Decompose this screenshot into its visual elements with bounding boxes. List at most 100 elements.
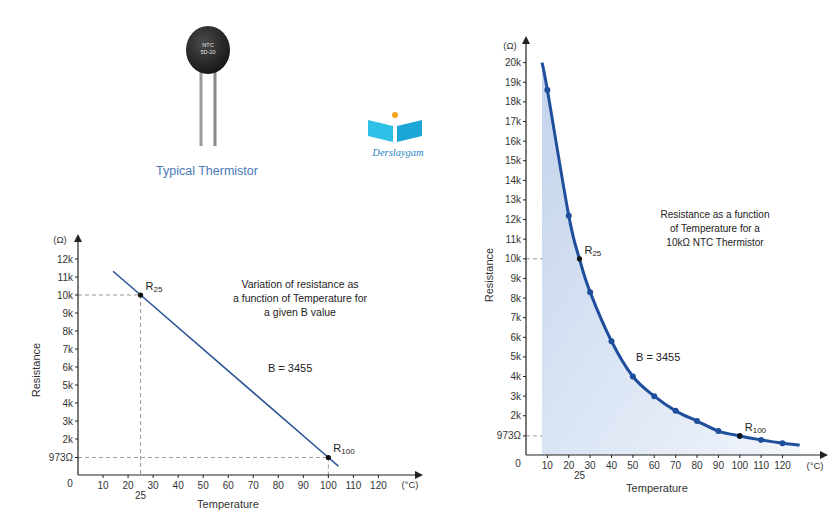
y-tick-label: 16k: [505, 136, 522, 147]
x-tick: [568, 455, 569, 458]
note: a given B value: [264, 306, 336, 318]
x-tick-label: 60: [223, 480, 235, 491]
x-tick: [697, 455, 698, 458]
y-tick-label: 6k: [510, 332, 522, 343]
x-tick: [761, 455, 762, 458]
y-tick: [523, 435, 526, 436]
marker: [673, 408, 679, 414]
y-tick-label: 3k: [510, 391, 522, 402]
point-x-label: 25: [135, 490, 147, 501]
x-tick-label: 110: [345, 480, 361, 491]
marker: [609, 338, 615, 344]
x-tick-label: 100: [320, 480, 337, 491]
logo-page: [397, 120, 422, 142]
y-tick: [523, 82, 526, 83]
guide-line: [328, 457, 329, 475]
x-tick-label: 40: [173, 480, 185, 491]
marker: [566, 213, 572, 219]
annotation: B = 3455: [268, 362, 312, 374]
x-tick-label: 80: [691, 460, 703, 471]
x-tick-label: 30: [585, 460, 597, 471]
guide-line: [78, 295, 141, 296]
point: [326, 455, 331, 460]
y-axis-title: Resistance: [30, 343, 42, 397]
x-axis: [526, 454, 821, 455]
y-tick: [523, 141, 526, 142]
y-tick: [523, 101, 526, 102]
x-tick-label: 40: [606, 460, 618, 471]
y-tick-label: 2k: [62, 434, 74, 445]
x-tick: [153, 475, 154, 478]
y-tick-label: 10k: [505, 253, 522, 264]
marker: [715, 428, 721, 434]
x-tick: [303, 475, 304, 478]
y-tick: [523, 278, 526, 279]
axes: 0102030405060708090100110120973Ω2k3k4k5k…: [497, 36, 828, 471]
thermistor-disc: [186, 26, 230, 74]
y-tick: [75, 457, 78, 458]
y-tick: [523, 239, 526, 240]
x-tick: [654, 455, 655, 458]
y-tick-label: 5k: [510, 351, 522, 362]
x-tick-label: 110: [753, 460, 769, 471]
y-tick-label: 10k: [57, 290, 74, 301]
x-tick-label: 20: [123, 480, 135, 491]
note: Variation of resistance as: [241, 278, 358, 290]
logo: Derslaygam: [368, 112, 424, 158]
x-tick: [378, 475, 379, 478]
y-tick-label: 12k: [505, 214, 522, 225]
y-tick: [75, 385, 78, 386]
y-tick-label: 7k: [62, 344, 74, 355]
point: [737, 433, 742, 438]
y-unit: (Ω): [53, 234, 66, 245]
axes: 0102030405060708090100110120973Ω2k3k4k5k…: [49, 234, 423, 491]
x-tick: [103, 475, 104, 478]
y-tick-label: 973Ω: [497, 430, 522, 441]
y-tick: [75, 295, 78, 296]
x-tick-label: 0: [515, 458, 521, 469]
x-tick: [718, 455, 719, 458]
point-label: R100: [333, 442, 355, 456]
note: 10kΩ NTC Thermistor: [666, 237, 764, 248]
y-tick: [75, 403, 78, 404]
x-tick-label: 10: [97, 480, 109, 491]
y-tick: [523, 121, 526, 122]
note: Resistance as a function: [661, 209, 770, 220]
marker: [780, 440, 786, 446]
y-arrow: [522, 36, 530, 44]
x-tick-label: 0: [67, 478, 73, 489]
marker: [758, 437, 764, 443]
background: [0, 0, 837, 518]
y-tick-label: 4k: [510, 371, 522, 382]
y-tick-label: 19k: [505, 77, 522, 88]
x-tick: [675, 455, 676, 458]
x-unit: (°C): [402, 479, 419, 490]
chart: 0102030405060708090100110120973Ω2k3k4k5k…: [483, 36, 828, 494]
x-tick-label: 70: [670, 460, 682, 471]
photo-label: 5D-20: [201, 49, 216, 55]
y-tick: [523, 337, 526, 338]
x-tick-label: 70: [248, 480, 260, 491]
y-tick-label: 12k: [57, 254, 74, 265]
area-fill: [542, 63, 800, 455]
marker: [630, 374, 636, 380]
y-tick-label: 6k: [62, 362, 74, 373]
x-tick: [611, 455, 612, 458]
y-tick: [523, 160, 526, 161]
y-tick-label: 9k: [510, 273, 522, 284]
logo-text: Derslaygam: [371, 147, 424, 158]
y-tick: [523, 219, 526, 220]
y-tick-label: 9k: [62, 308, 74, 319]
point: [138, 292, 143, 297]
y-tick: [75, 349, 78, 350]
y-tick-label: 17k: [505, 116, 522, 127]
y-tick: [523, 376, 526, 377]
y-tick: [523, 62, 526, 63]
photo-caption: Typical Thermistor: [156, 164, 258, 178]
x-tick: [203, 475, 204, 478]
x-tick-label: 120: [774, 460, 791, 471]
y-tick-label: 15k: [505, 155, 522, 166]
y-tick-label: 5k: [62, 380, 74, 391]
marker: [587, 289, 593, 295]
chart: 0102030405060708090100110120973Ω2k3k4k5k…: [30, 234, 423, 510]
